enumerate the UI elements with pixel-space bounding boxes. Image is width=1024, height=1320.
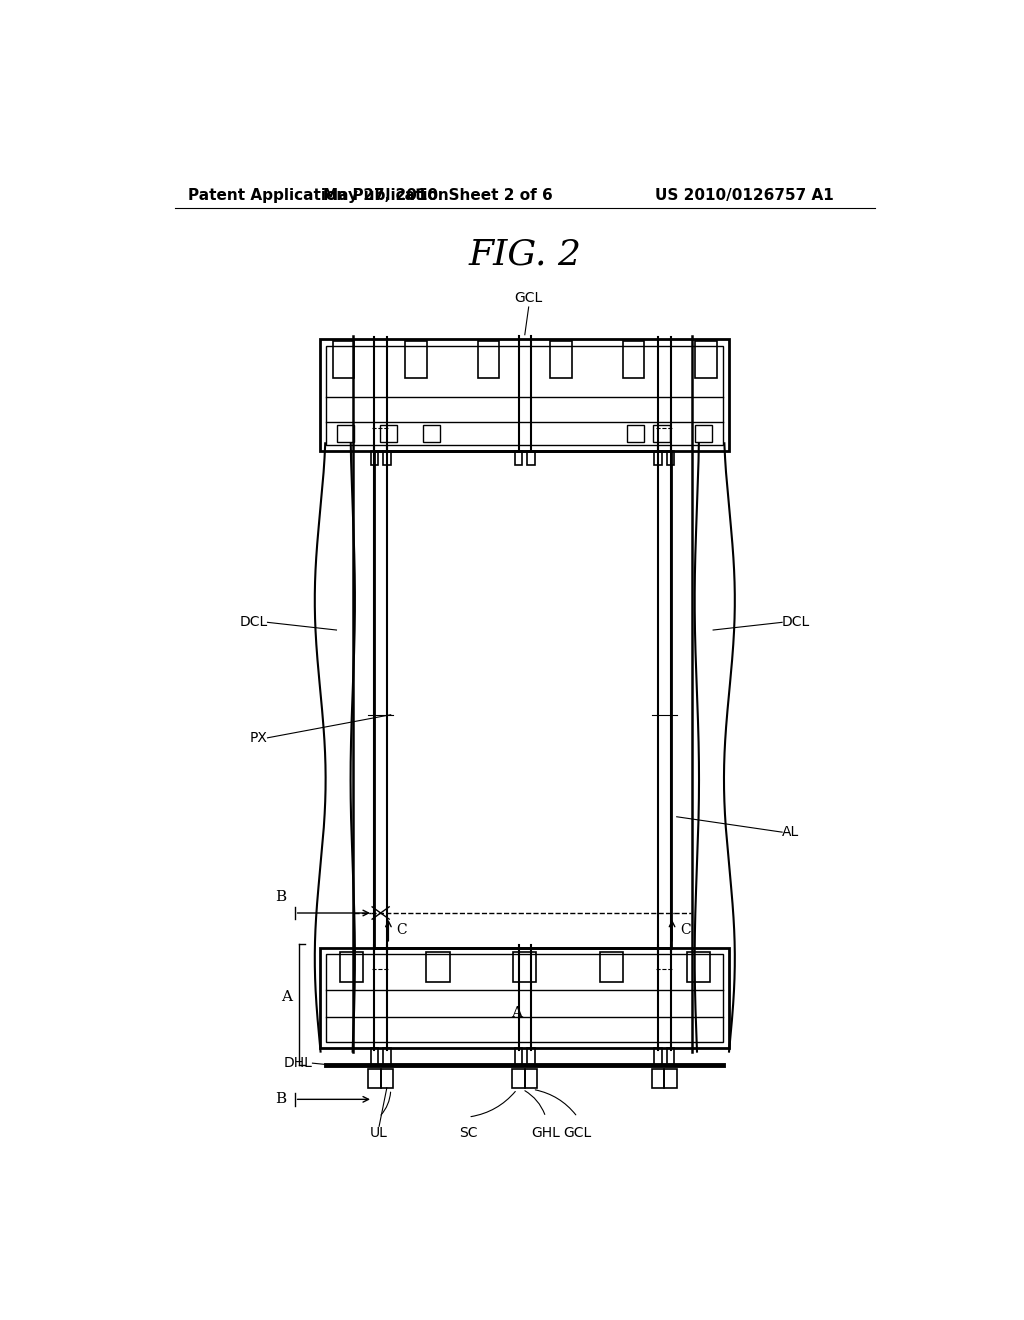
- Bar: [652, 1069, 665, 1088]
- Bar: [321, 339, 729, 451]
- Bar: [406, 341, 427, 378]
- Bar: [550, 341, 572, 378]
- Text: FIG. 2: FIG. 2: [468, 238, 582, 272]
- Bar: [512, 1069, 525, 1088]
- Bar: [383, 1048, 391, 1065]
- Bar: [524, 1069, 538, 1088]
- Text: UL: UL: [370, 1126, 388, 1140]
- Bar: [383, 451, 391, 465]
- Bar: [695, 341, 717, 378]
- Text: C: C: [396, 923, 407, 937]
- Bar: [340, 952, 362, 982]
- Bar: [515, 451, 522, 465]
- Bar: [333, 341, 354, 378]
- Text: GCL: GCL: [514, 290, 543, 305]
- Bar: [627, 425, 644, 442]
- Bar: [527, 451, 535, 465]
- Bar: [652, 425, 670, 442]
- Bar: [695, 425, 713, 442]
- Bar: [371, 451, 378, 465]
- Text: May 27, 2010  Sheet 2 of 6: May 27, 2010 Sheet 2 of 6: [324, 187, 553, 203]
- Bar: [665, 1069, 677, 1088]
- Text: GCL: GCL: [563, 1126, 592, 1140]
- Bar: [337, 425, 354, 442]
- Bar: [327, 346, 723, 445]
- Text: US 2010/0126757 A1: US 2010/0126757 A1: [655, 187, 834, 203]
- Bar: [381, 1069, 393, 1088]
- Bar: [654, 1048, 662, 1065]
- Bar: [477, 341, 500, 378]
- Bar: [423, 425, 439, 442]
- Text: C: C: [680, 923, 690, 937]
- Bar: [513, 952, 537, 982]
- Text: A: A: [282, 990, 292, 1003]
- Bar: [527, 1048, 535, 1065]
- Text: SC: SC: [459, 1126, 477, 1140]
- Bar: [623, 341, 644, 378]
- Text: AL: AL: [782, 825, 800, 840]
- Text: DCL: DCL: [782, 615, 810, 630]
- Bar: [371, 1048, 378, 1065]
- Bar: [600, 952, 624, 982]
- Text: DHL: DHL: [284, 1056, 312, 1071]
- Bar: [515, 1048, 522, 1065]
- Bar: [667, 1048, 675, 1065]
- Text: B: B: [275, 1093, 287, 1106]
- Text: DCL: DCL: [240, 615, 267, 630]
- Bar: [327, 954, 723, 1041]
- Bar: [375, 451, 671, 948]
- Bar: [654, 451, 662, 465]
- Bar: [667, 451, 675, 465]
- Bar: [687, 952, 710, 982]
- Bar: [369, 1069, 381, 1088]
- Text: PX: PX: [250, 731, 267, 744]
- Bar: [426, 952, 450, 982]
- Bar: [321, 948, 729, 1048]
- Text: GHL: GHL: [531, 1126, 560, 1140]
- Text: B: B: [275, 890, 287, 904]
- Text: Patent Application Publication: Patent Application Publication: [188, 187, 450, 203]
- Bar: [380, 425, 397, 442]
- Text: A: A: [512, 1006, 522, 1020]
